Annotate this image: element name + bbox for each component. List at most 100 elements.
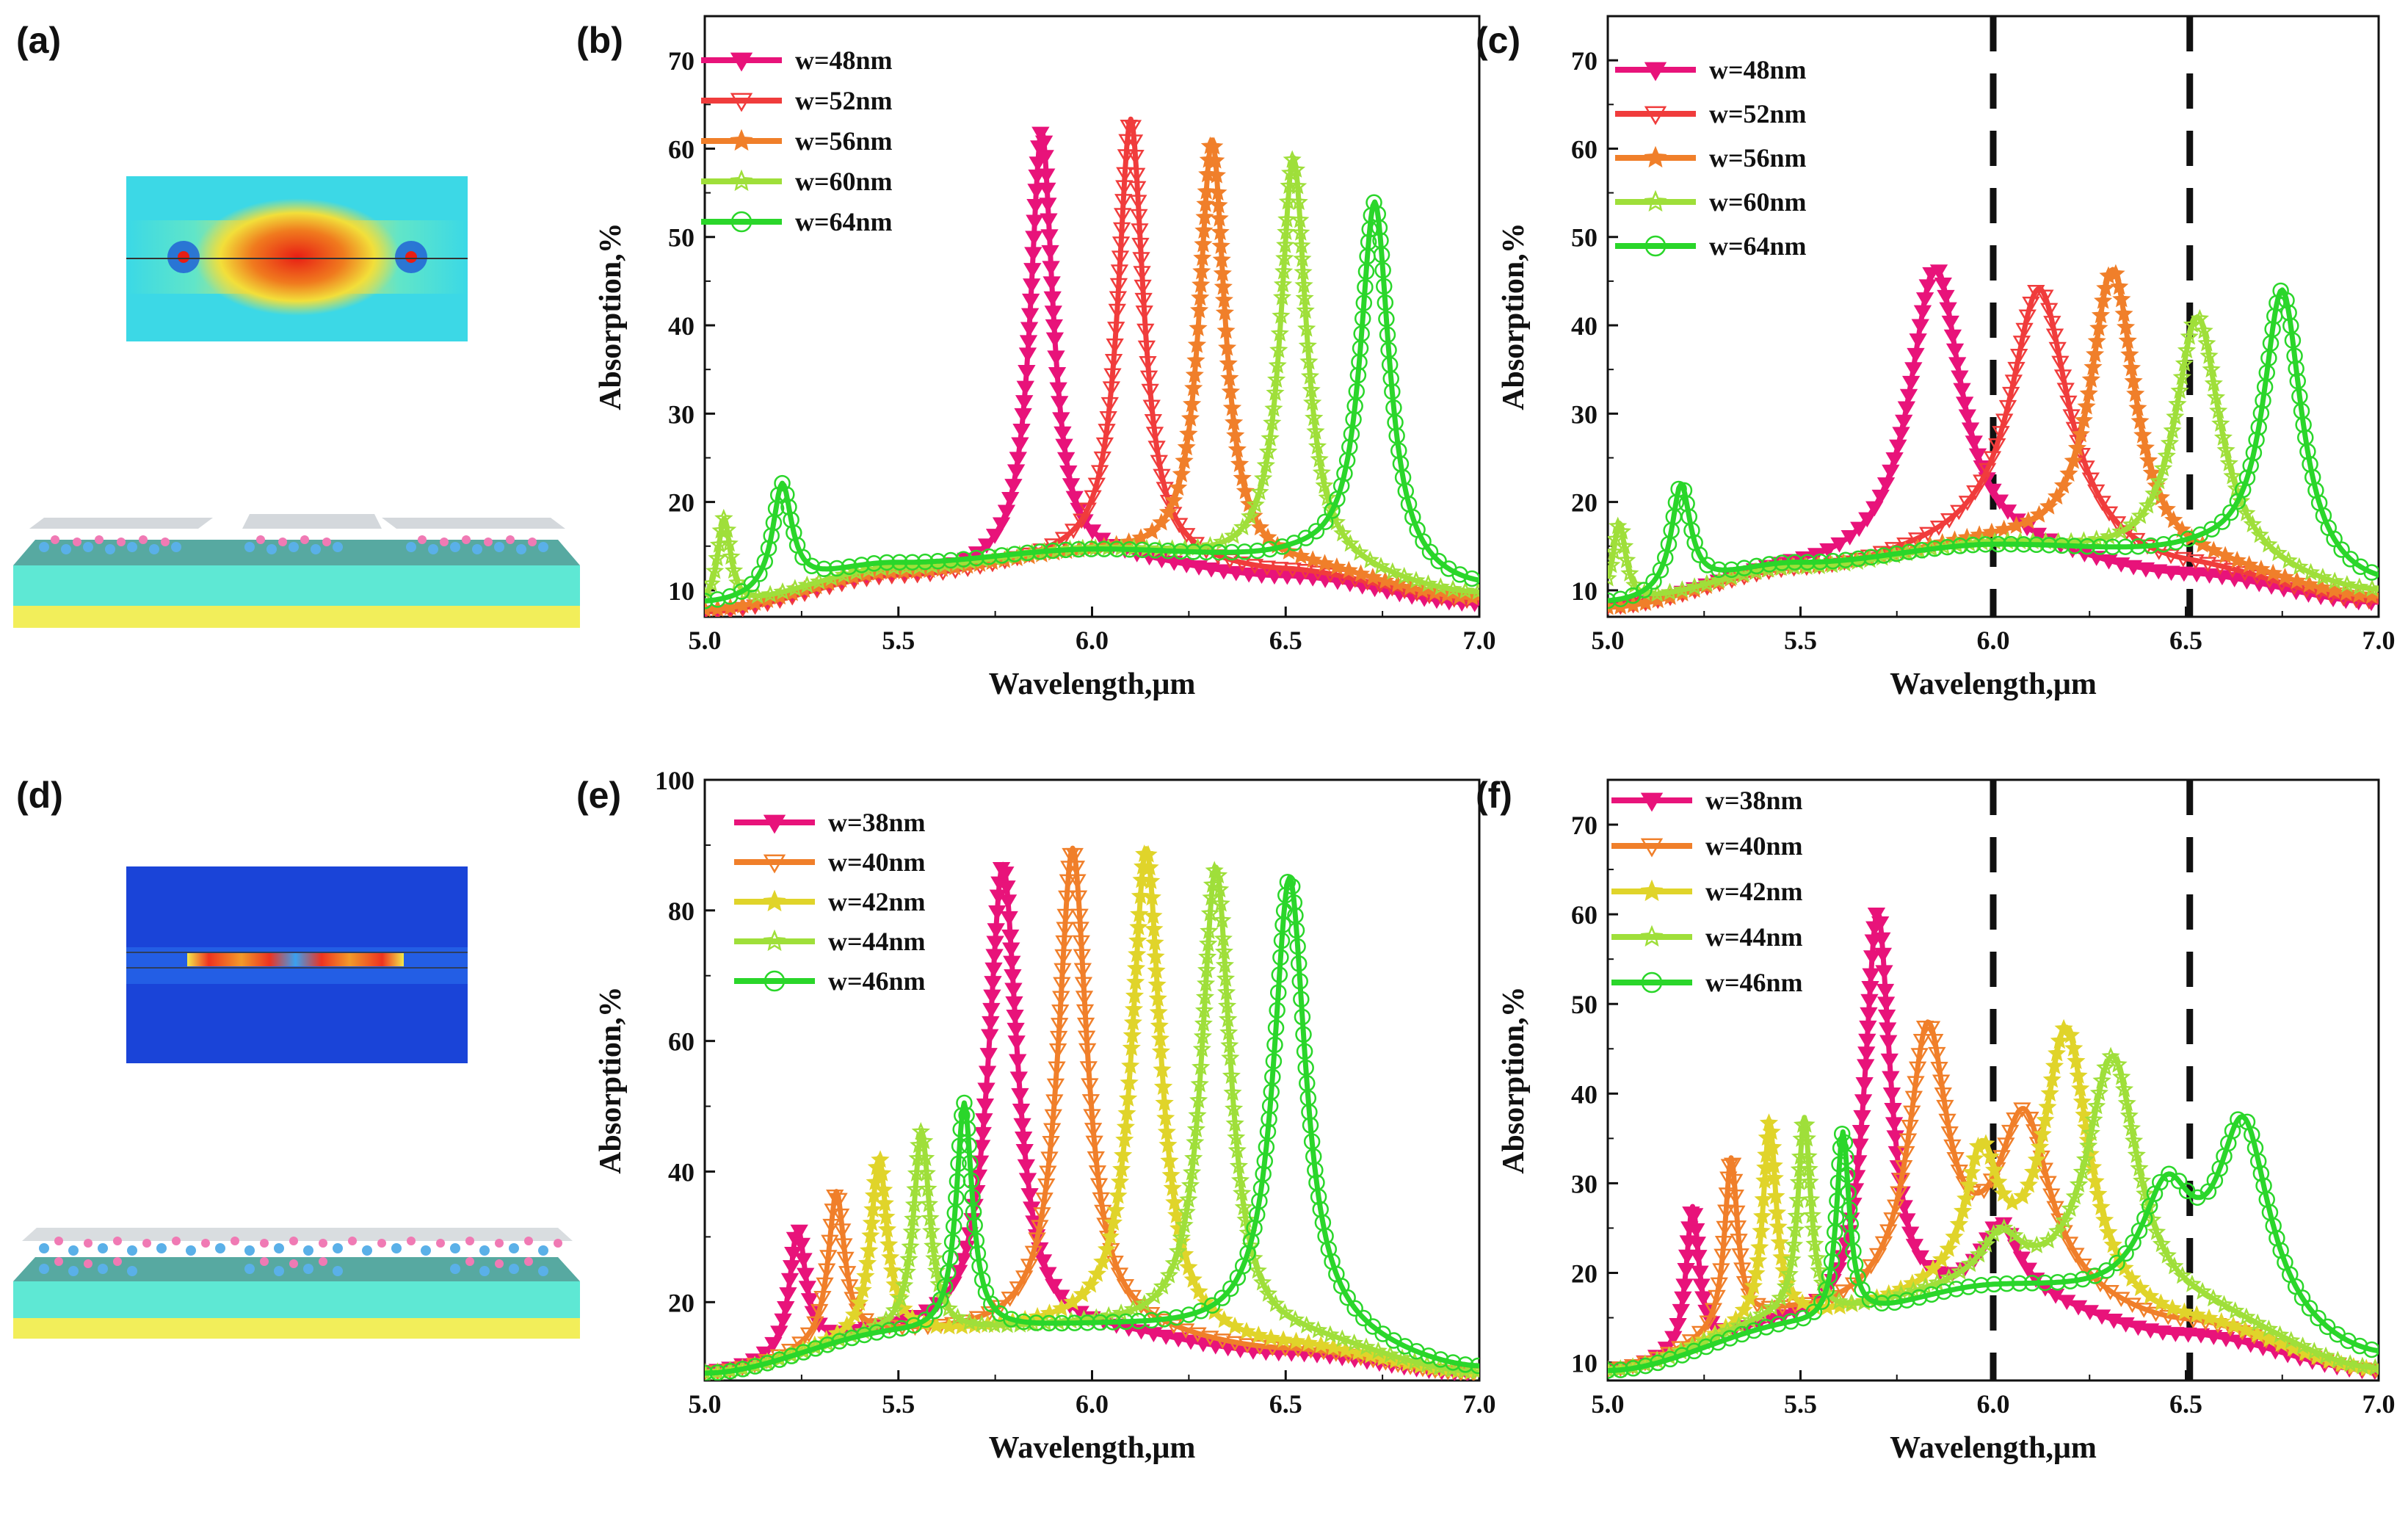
- data-point: [1157, 1329, 1175, 1345]
- data-point: [2153, 458, 2173, 477]
- data-point: [1218, 996, 1237, 1014]
- data-point: [1150, 455, 1168, 471]
- data-point: [2067, 1248, 2085, 1264]
- data-point: [1148, 988, 1167, 1007]
- data-point: [2165, 1256, 2184, 1275]
- data-point: [1222, 398, 1242, 416]
- data-point: [1371, 557, 1390, 575]
- data-point: [897, 1262, 917, 1281]
- data-point: [1029, 156, 1047, 172]
- x-tick-label: 6.5: [1269, 626, 1302, 655]
- data-point: [1040, 1314, 1058, 1332]
- data-point: [1388, 574, 1407, 593]
- data-point: [1720, 1159, 1739, 1175]
- data-point: [1147, 542, 1164, 559]
- data-point: [1263, 413, 1282, 431]
- series-w=48nm: [1608, 264, 2379, 615]
- data-point: [1128, 181, 1147, 197]
- data-point: [2079, 383, 2098, 402]
- data-point: [1692, 1278, 1711, 1295]
- data-point: [1073, 949, 1091, 965]
- data-point: [2325, 571, 2344, 590]
- data-point: [2033, 1124, 2052, 1143]
- data-point: [2265, 1217, 2282, 1234]
- data-point: [992, 517, 1011, 533]
- device-schematic-d: [13, 1228, 580, 1339]
- data-point: [1113, 208, 1132, 223]
- legend-marker: [763, 814, 786, 834]
- x-axis-title: Wavelength,μm: [989, 1431, 1196, 1465]
- x-axis-title: Wavelength,μm: [1890, 1431, 2097, 1465]
- data-point: [1073, 963, 1092, 979]
- data-point: [1093, 1252, 1112, 1270]
- data-point: [1418, 574, 1438, 593]
- data-point: [1308, 523, 1325, 540]
- data-point: [1055, 935, 1073, 951]
- data-point: [2045, 328, 2064, 344]
- data-point: [857, 1253, 877, 1272]
- data-point: [2243, 515, 2262, 533]
- data-point: [2180, 327, 2199, 345]
- data-point: [800, 1293, 819, 1309]
- data-point: [2258, 364, 2275, 381]
- data-point: [925, 1248, 944, 1267]
- data-point: [1227, 1128, 1246, 1146]
- data-point: [796, 1267, 815, 1284]
- data-point: [1314, 1214, 1332, 1231]
- data-point: [1990, 535, 2007, 553]
- data-point: [810, 1303, 829, 1320]
- data-point: [981, 1029, 999, 1045]
- data-point: [1075, 991, 1094, 1006]
- data-point: [1973, 1276, 1990, 1294]
- data-point: [2136, 562, 2155, 578]
- data-point: [1239, 1245, 1256, 1262]
- data-point: [1178, 528, 1196, 543]
- data-point: [948, 1308, 968, 1326]
- data-point: [1145, 933, 1164, 951]
- data-point: [2002, 535, 2020, 553]
- data-point: [711, 521, 730, 539]
- data-point: [2248, 1325, 2267, 1343]
- data-point: [2161, 549, 2180, 565]
- data-point: [861, 1226, 880, 1244]
- data-point: [1940, 1268, 1959, 1286]
- data-point: [1928, 1046, 1946, 1063]
- data-point: [2120, 344, 2139, 363]
- data-point: [790, 1224, 808, 1240]
- data-point: [1608, 592, 1617, 609]
- data-point: [1421, 543, 1439, 560]
- data-point: [882, 1261, 902, 1279]
- data-point: [1031, 1220, 1049, 1236]
- data-point: [1672, 580, 1691, 598]
- data-point: [1276, 235, 1295, 253]
- data-point: [948, 1190, 965, 1206]
- data-point: [1011, 437, 1029, 453]
- data-point: [2279, 551, 2298, 569]
- data-point: [1908, 1061, 1927, 1077]
- data-point: [1191, 288, 1210, 306]
- data-point: [1040, 213, 1058, 229]
- data-point: [2124, 372, 2143, 390]
- data-point: [2093, 496, 2111, 511]
- data-point: [1098, 424, 1116, 439]
- data-point: [1862, 1259, 1880, 1275]
- data-point: [748, 586, 767, 604]
- data-point: [1762, 1122, 1781, 1140]
- data-point: [1612, 1361, 1629, 1378]
- data-point: [1305, 1148, 1322, 1165]
- data-point: [1301, 1104, 1318, 1121]
- data-point: [1213, 264, 1232, 282]
- data-point: [1877, 1009, 1896, 1025]
- data-point: [2282, 317, 2299, 334]
- data-point: [1678, 1249, 1697, 1265]
- data-point: [1045, 319, 1063, 335]
- data-point: [1623, 595, 1643, 613]
- legend-marker: [730, 211, 752, 233]
- data-point: [1058, 890, 1076, 906]
- data-point: [1951, 538, 1969, 554]
- data-point: [2111, 522, 2130, 540]
- data-point: [1116, 1279, 1135, 1295]
- y-tick-label: 50: [668, 223, 695, 253]
- data-point: [1838, 1148, 1854, 1166]
